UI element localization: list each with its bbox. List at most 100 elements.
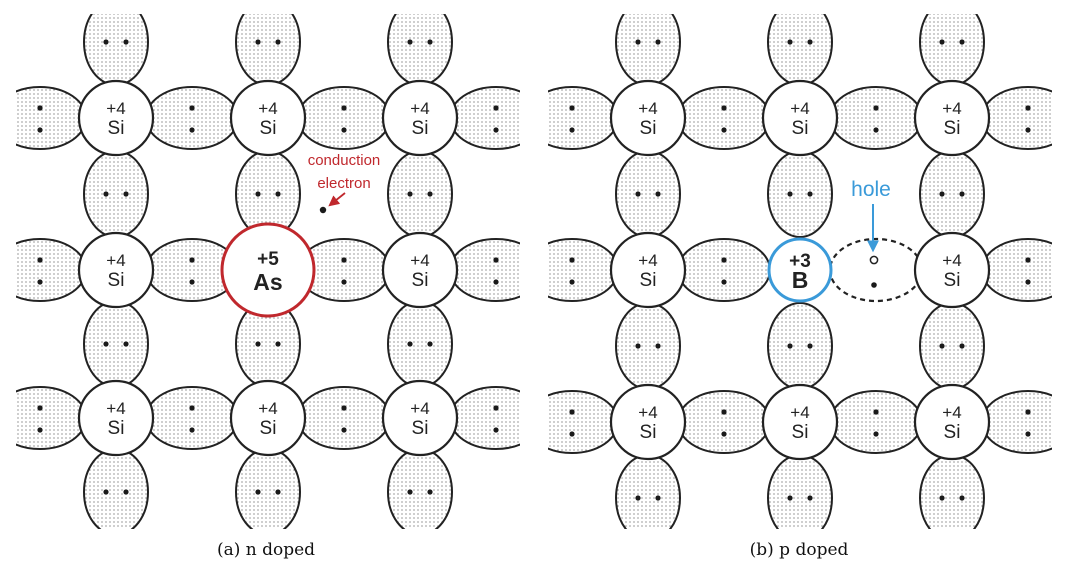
bond-electron	[37, 105, 43, 111]
bond-edge-top	[615, 14, 681, 86]
conduction-arrow	[328, 192, 346, 207]
bond-electron	[189, 427, 195, 433]
bond	[83, 300, 149, 388]
bond-electron	[275, 191, 281, 197]
caption-p-doped: (b) p doped	[750, 540, 849, 560]
atom-symbol: Si	[108, 418, 125, 439]
bond-edge-right	[449, 386, 520, 450]
atom-charge: +4	[258, 99, 277, 118]
atom-charge: +4	[942, 403, 961, 422]
si-atom	[229, 379, 307, 457]
bond-edge-top	[83, 14, 149, 86]
bond-electron	[569, 409, 575, 415]
bond-electron	[341, 279, 347, 285]
bond-electron	[37, 427, 43, 433]
atom-symbol: Si	[260, 118, 277, 139]
si-atom	[381, 79, 459, 157]
bond	[297, 386, 391, 450]
bond-electron	[255, 489, 261, 495]
atom-symbol: Si	[792, 118, 809, 139]
atom-layer: +4Si+4Si+4Si+4Si+5As+4Si+4Si+4Si+4Si	[77, 79, 459, 457]
si-atom	[913, 79, 991, 157]
bond	[615, 150, 681, 238]
panel-p-doped: +4Si+4Si+4Si+4Si+3B+4Si+4Si+4Si+4Si hole…	[548, 14, 1052, 560]
bond-edge-top	[919, 14, 985, 86]
dopant-charge: +5	[257, 249, 279, 270]
bond-electron	[959, 495, 965, 501]
si-atom	[77, 379, 155, 457]
atom-symbol: Si	[108, 118, 125, 139]
atom-symbol: Si	[792, 422, 809, 443]
atom-charge: +4	[410, 399, 429, 418]
si-atom	[913, 231, 991, 309]
bond	[677, 86, 771, 150]
bond-electron	[939, 343, 945, 349]
bond-electron	[427, 341, 433, 347]
bond-electron	[493, 279, 499, 285]
hole-label: hole	[851, 178, 891, 201]
bond-edge-top	[387, 14, 453, 86]
bond-electron	[939, 39, 945, 45]
si-atom	[609, 231, 687, 309]
bond	[829, 86, 923, 150]
bond	[145, 386, 239, 450]
bond-electron	[407, 39, 413, 45]
bond-electron	[493, 405, 499, 411]
bond-edge-top	[235, 14, 301, 86]
bond-electron	[655, 191, 661, 197]
bond-edge-right	[981, 238, 1052, 302]
bond	[83, 150, 149, 238]
atom-charge: +4	[638, 251, 657, 270]
bond-electron	[255, 191, 261, 197]
dopant-symbol: B	[792, 267, 809, 293]
bond	[767, 150, 833, 238]
bond-electron	[275, 341, 281, 347]
bond-electron	[189, 405, 195, 411]
bond-electron	[1025, 105, 1031, 111]
bond-electron	[635, 39, 641, 45]
atom-layer: +4Si+4Si+4Si+4Si+3B+4Si+4Si+4Si+4Si	[609, 79, 991, 461]
bond-edge-left	[16, 238, 87, 302]
hole-marker	[869, 255, 879, 265]
atom-symbol: Si	[412, 270, 429, 291]
bond-electron	[189, 105, 195, 111]
bond-electron	[255, 39, 261, 45]
atom-charge: +4	[942, 251, 961, 270]
si-atom	[381, 231, 459, 309]
bond-edge-right	[981, 86, 1052, 150]
bond-electron	[493, 105, 499, 111]
bond-electron	[407, 341, 413, 347]
bond	[387, 300, 453, 388]
si-atom	[77, 79, 155, 157]
bond-electron	[255, 341, 261, 347]
dopant-atom-b	[767, 237, 833, 303]
bond-edge-bottom	[387, 448, 453, 529]
bond-electron	[103, 489, 109, 495]
si-atom	[761, 383, 839, 461]
bond	[387, 150, 453, 238]
bond-layer	[16, 14, 520, 529]
bond-electron	[873, 431, 879, 437]
atom-symbol: Si	[944, 422, 961, 443]
atom-charge: +4	[106, 99, 125, 118]
bond-electron	[123, 39, 129, 45]
bond-electron	[493, 127, 499, 133]
bond-edge-right	[981, 390, 1052, 454]
atom-symbol: Si	[640, 118, 657, 139]
bond-electron	[189, 279, 195, 285]
bond-electron	[1025, 279, 1031, 285]
bond-electron	[807, 191, 813, 197]
conduction-label-line1: conduction	[308, 152, 381, 169]
bond	[145, 86, 239, 150]
atom-charge: +4	[258, 399, 277, 418]
bond-electron	[873, 105, 879, 111]
conduction-label-line2: electron	[317, 175, 370, 192]
bond-electron	[787, 191, 793, 197]
si-atom	[77, 231, 155, 309]
bond-electron	[721, 279, 727, 285]
atom-charge: +4	[790, 403, 809, 422]
bond-electron	[37, 127, 43, 133]
bond-electron	[1025, 409, 1031, 415]
bond-electron	[655, 39, 661, 45]
